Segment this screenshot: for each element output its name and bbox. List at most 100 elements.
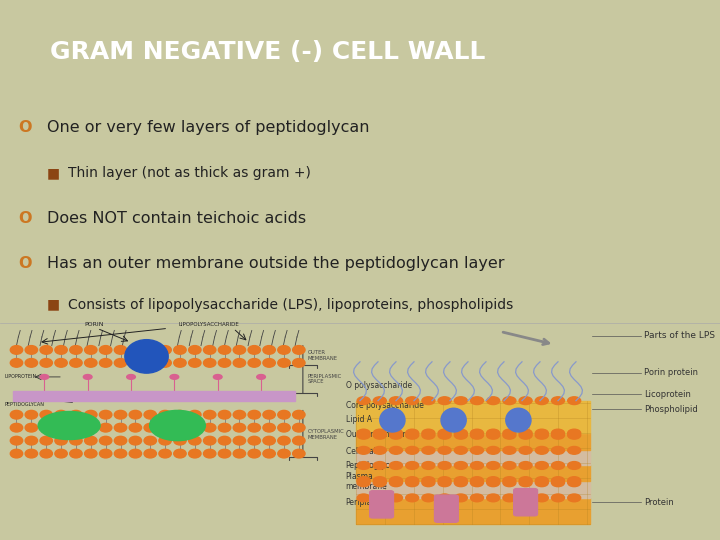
Circle shape <box>519 397 532 404</box>
Circle shape <box>373 431 386 439</box>
Circle shape <box>99 436 112 445</box>
Circle shape <box>278 423 290 432</box>
Circle shape <box>70 423 82 432</box>
Circle shape <box>471 494 484 502</box>
Circle shape <box>85 346 97 354</box>
Bar <box>356 433 590 450</box>
Circle shape <box>552 397 564 404</box>
Ellipse shape <box>505 408 531 432</box>
Bar <box>356 481 590 498</box>
Circle shape <box>438 397 451 404</box>
Circle shape <box>40 410 53 419</box>
Circle shape <box>85 359 97 367</box>
Circle shape <box>204 449 216 458</box>
Circle shape <box>373 477 386 484</box>
Circle shape <box>99 410 112 419</box>
Circle shape <box>438 447 451 454</box>
Circle shape <box>438 479 451 487</box>
Circle shape <box>233 436 246 445</box>
Circle shape <box>552 462 564 469</box>
Circle shape <box>471 479 484 487</box>
Circle shape <box>503 477 516 484</box>
Circle shape <box>55 436 67 445</box>
Circle shape <box>99 449 112 458</box>
Circle shape <box>390 494 402 502</box>
Text: Plasma
membrane: Plasma membrane <box>346 472 387 491</box>
Circle shape <box>55 423 67 432</box>
Circle shape <box>503 431 516 439</box>
Circle shape <box>567 494 580 502</box>
Circle shape <box>406 429 419 437</box>
Circle shape <box>55 359 67 367</box>
Ellipse shape <box>170 375 179 379</box>
Circle shape <box>422 462 435 469</box>
Circle shape <box>292 359 305 367</box>
Ellipse shape <box>213 375 222 379</box>
Circle shape <box>218 423 230 432</box>
Circle shape <box>233 410 246 419</box>
Circle shape <box>567 397 580 404</box>
Circle shape <box>535 431 549 439</box>
Circle shape <box>204 359 216 367</box>
Circle shape <box>99 346 112 354</box>
Circle shape <box>159 346 171 354</box>
Circle shape <box>129 410 142 419</box>
Circle shape <box>390 479 402 487</box>
Ellipse shape <box>40 375 49 379</box>
Circle shape <box>204 410 216 419</box>
Text: Has an outer membrane outside the peptidoglycan layer: Has an outer membrane outside the peptid… <box>47 256 504 271</box>
Text: PORIN: PORIN <box>84 322 104 327</box>
Circle shape <box>471 447 484 454</box>
Circle shape <box>159 359 171 367</box>
Text: LIPOPROTEIN: LIPOPROTEIN <box>4 374 36 380</box>
Circle shape <box>390 462 402 469</box>
Circle shape <box>159 423 171 432</box>
Circle shape <box>390 477 402 484</box>
Circle shape <box>567 462 580 469</box>
Circle shape <box>422 479 435 487</box>
Circle shape <box>567 429 580 437</box>
Circle shape <box>189 359 201 367</box>
Text: Cell wall: Cell wall <box>346 447 378 456</box>
Text: Parts of the LPS: Parts of the LPS <box>644 332 716 340</box>
Circle shape <box>263 410 275 419</box>
Circle shape <box>248 449 261 458</box>
Text: ■: ■ <box>47 298 60 312</box>
Circle shape <box>99 359 112 367</box>
Circle shape <box>519 429 532 437</box>
Circle shape <box>567 431 580 439</box>
Circle shape <box>263 449 275 458</box>
Ellipse shape <box>38 411 100 440</box>
Circle shape <box>471 397 484 404</box>
Circle shape <box>373 397 386 404</box>
Circle shape <box>159 410 171 419</box>
Circle shape <box>422 494 435 502</box>
Circle shape <box>422 447 435 454</box>
Circle shape <box>218 410 230 419</box>
Ellipse shape <box>127 375 135 379</box>
Ellipse shape <box>380 408 405 432</box>
Circle shape <box>373 479 386 487</box>
Circle shape <box>519 477 532 484</box>
Circle shape <box>535 429 549 437</box>
Circle shape <box>357 397 370 404</box>
Ellipse shape <box>150 410 205 441</box>
Circle shape <box>438 462 451 469</box>
FancyBboxPatch shape <box>435 495 458 522</box>
Circle shape <box>174 449 186 458</box>
Circle shape <box>535 477 549 484</box>
Circle shape <box>85 449 97 458</box>
Circle shape <box>487 477 500 484</box>
Circle shape <box>85 423 97 432</box>
Circle shape <box>454 429 467 437</box>
Circle shape <box>174 346 186 354</box>
Circle shape <box>503 447 516 454</box>
Bar <box>356 450 590 465</box>
Circle shape <box>438 429 451 437</box>
Circle shape <box>55 449 67 458</box>
Text: ■: ■ <box>47 166 60 180</box>
Circle shape <box>40 449 53 458</box>
Circle shape <box>373 429 386 437</box>
Circle shape <box>278 346 290 354</box>
Circle shape <box>519 462 532 469</box>
